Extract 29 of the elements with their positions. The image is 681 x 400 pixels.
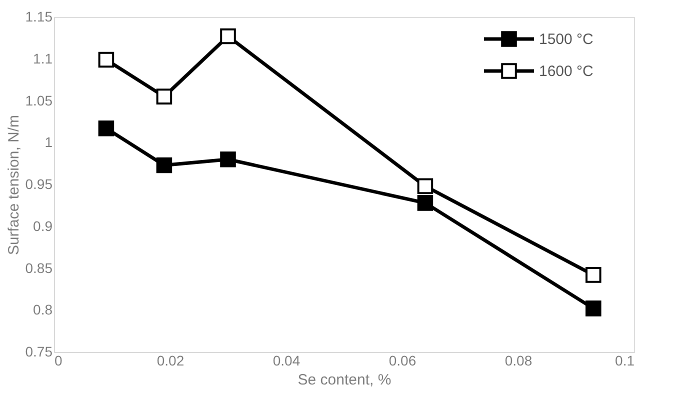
legend-label: 1600 °C [539,63,594,80]
point [586,267,602,283]
y-tick-label: 0.85 [25,260,53,276]
point [98,120,114,136]
y-tick-label: 1.15 [25,8,53,24]
y-tick-label: 0.9 [33,218,53,234]
x-tick-label: 0.06 [388,352,416,368]
point [220,28,236,44]
x-tick-label: 0.1 [615,352,635,368]
x-axis-title: Se content, % [298,372,392,388]
x-tick-label: 0.02 [156,352,184,368]
point [156,88,172,104]
legend-label: 1500 °C [539,31,594,48]
y-tick-label: 0.8 [33,302,53,318]
y-axis-title: Surface tension, N/m [5,114,22,256]
point [98,52,114,68]
y-tick-label: 1.1 [33,50,53,66]
y-tick-label: 0.75 [25,344,53,360]
x-tick-label: 0.04 [272,352,300,368]
y-tick-label: 1.05 [25,92,53,108]
x-tick-label: 0.08 [504,352,532,368]
point [156,157,172,174]
point [220,151,236,168]
y-tick-label: 1 [44,134,53,150]
point [417,178,434,194]
y-tick-label: 0.95 [25,176,53,192]
x-tick-label: 0 [54,352,62,368]
point [586,300,602,316]
point [417,195,434,211]
